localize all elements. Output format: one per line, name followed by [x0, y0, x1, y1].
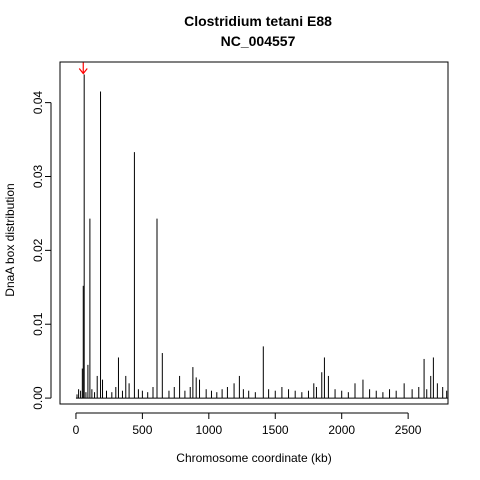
annotations — [78, 62, 88, 75]
data-series — [75, 74, 448, 399]
x-tick-label: 2500 — [395, 423, 422, 437]
x-axis: 0 500 1000 1500 2000 2500 — [73, 412, 422, 437]
y-axis-label: DnaA box distribution — [3, 183, 17, 296]
chart-title-line1: Clostridium tetani E88 — [184, 13, 332, 29]
y-tick-label: 0.04 — [31, 91, 45, 115]
x-tick-label: 1000 — [195, 423, 222, 437]
y-tick-label: 0.03 — [31, 164, 45, 188]
x-tick-label: 1500 — [262, 423, 289, 437]
x-tick-label: 0 — [73, 423, 80, 437]
plot-frame — [59, 61, 449, 405]
y-tick-label: 0.01 — [31, 312, 45, 336]
y-axis: 0.00 0.01 0.02 0.03 0.04 — [31, 91, 52, 410]
plot-area — [59, 61, 449, 405]
x-tick-label: 2000 — [328, 423, 355, 437]
peak-arrow-icon — [78, 62, 88, 75]
y-tick-label: 0.02 — [31, 238, 45, 262]
chart-title-line2: NC_004557 — [221, 33, 296, 49]
x-tick-label: 500 — [132, 423, 152, 437]
x-axis-label: Chromosome coordinate (kb) — [176, 451, 331, 465]
y-tick-label: 0.00 — [31, 386, 45, 410]
